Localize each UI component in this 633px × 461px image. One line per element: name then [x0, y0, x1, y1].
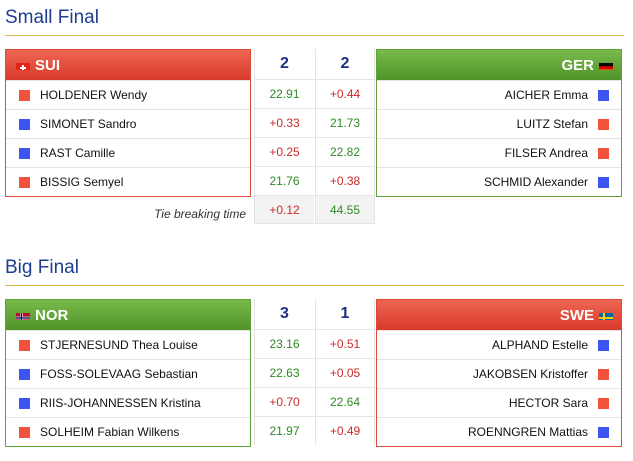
team-box-left: NOR STJERNESUND Thea Louise FOSS-SOLEVAA…: [5, 299, 251, 447]
team-code: SWE: [559, 306, 594, 324]
big-final-section: Big Final NOR STJERNESUND Thea Louise FO…: [0, 257, 633, 457]
player-row[interactable]: JAKOBSEN Kristoffer: [377, 359, 621, 388]
blue-course-marker-icon: [598, 339, 609, 351]
time-cell: 21.97: [254, 416, 314, 445]
red-course-marker-icon: [19, 176, 30, 188]
player-name: JAKOBSEN Kristoffer: [472, 367, 588, 381]
section-divider: [5, 35, 624, 36]
time-cell: +0.38: [315, 166, 375, 195]
player-row[interactable]: RIIS-JOHANNESSEN Kristina: [6, 388, 250, 417]
team-score-right: 1: [315, 299, 375, 329]
player-name: FILSER Andrea: [504, 146, 588, 160]
player-row[interactable]: HECTOR Sara: [377, 388, 621, 417]
red-course-marker-icon: [19, 339, 30, 351]
germany-flag-icon: [599, 60, 613, 70]
player-name: STJERNESUND Thea Louise: [40, 338, 198, 352]
player-name: LUITZ Stefan: [516, 117, 588, 131]
time-cell: +0.51: [315, 329, 375, 358]
player-row[interactable]: ALPHAND Estelle: [377, 330, 621, 359]
time-cell: +0.44: [315, 79, 375, 108]
player-name: BISSIG Semyel: [40, 175, 124, 189]
red-course-marker-icon: [598, 147, 609, 159]
player-row[interactable]: BISSIG Semyel: [6, 167, 250, 196]
team-box-right: SWE ALPHAND Estelle JAKOBSEN Kristoffer …: [376, 299, 622, 447]
score-column-right: 2 +0.44 21.73 22.82 +0.38 44.55: [315, 49, 375, 224]
score-column-left: 3 23.16 22.63 +0.70 21.97: [254, 299, 314, 445]
small-final-section: Small Final SUI HOLDENER Wendy SIMONET S…: [0, 7, 633, 229]
player-name: HECTOR Sara: [508, 396, 588, 410]
norway-flag-icon: [16, 310, 30, 320]
tie-break-label: Tie breaking time: [154, 206, 246, 221]
tie-break-time-left: +0.12: [254, 195, 314, 224]
player-name: RAST Camille: [40, 146, 116, 160]
score-column-left: 2 22.91 +0.33 +0.25 21.76 +0.12: [254, 49, 314, 224]
blue-course-marker-icon: [598, 176, 609, 188]
player-row[interactable]: HOLDENER Wendy: [6, 80, 250, 109]
player-row[interactable]: FOSS-SOLEVAAG Sebastian: [6, 359, 250, 388]
section-title: Small Final: [5, 7, 99, 28]
player-name: SOLHEIM Fabian Wilkens: [40, 425, 180, 439]
red-course-marker-icon: [19, 426, 30, 438]
blue-course-marker-icon: [19, 368, 30, 380]
time-cell: 22.64: [315, 387, 375, 416]
blue-course-marker-icon: [598, 89, 609, 101]
team-score-left: 2: [254, 49, 314, 79]
blue-course-marker-icon: [598, 426, 609, 438]
time-cell: +0.05: [315, 358, 375, 387]
team-score-right: 2: [315, 49, 375, 79]
time-cell: +0.25: [254, 137, 314, 166]
tie-break-time-right: 44.55: [315, 195, 375, 224]
player-name: AICHER Emma: [504, 88, 588, 102]
player-name: ROENNGREN Mattias: [467, 425, 588, 439]
time-cell: +0.49: [315, 416, 375, 445]
team-header-sui[interactable]: SUI: [6, 50, 250, 80]
red-course-marker-icon: [598, 397, 609, 409]
team-code: SUI: [35, 56, 61, 74]
switzerland-flag-icon: [16, 60, 30, 70]
team-code: GER: [561, 56, 594, 74]
team-score-left: 3: [254, 299, 314, 329]
time-cell: 22.82: [315, 137, 375, 166]
player-row[interactable]: SIMONET Sandro: [6, 109, 250, 138]
red-course-marker-icon: [598, 368, 609, 380]
blue-course-marker-icon: [19, 147, 30, 159]
player-row[interactable]: SCHMID Alexander: [377, 167, 621, 196]
team-header-nor[interactable]: NOR: [6, 300, 250, 330]
player-name: SCHMID Alexander: [483, 175, 588, 189]
red-course-marker-icon: [598, 118, 609, 130]
blue-course-marker-icon: [19, 397, 30, 409]
red-course-marker-icon: [19, 89, 30, 101]
team-box-left: SUI HOLDENER Wendy SIMONET Sandro RAST C…: [5, 49, 251, 197]
time-cell: +0.33: [254, 108, 314, 137]
player-row[interactable]: FILSER Andrea: [377, 138, 621, 167]
blue-course-marker-icon: [19, 118, 30, 130]
score-column-right: 1 +0.51 +0.05 22.64 +0.49: [315, 299, 375, 445]
section-title: Big Final: [5, 257, 79, 278]
player-row[interactable]: LUITZ Stefan: [377, 109, 621, 138]
time-cell: 23.16: [254, 329, 314, 358]
team-box-right: GER AICHER Emma LUITZ Stefan FILSER Andr…: [376, 49, 622, 197]
time-cell: +0.70: [254, 387, 314, 416]
player-name: ALPHAND Estelle: [491, 338, 588, 352]
sweden-flag-icon: [599, 310, 613, 320]
time-cell: 21.73: [315, 108, 375, 137]
player-row[interactable]: STJERNESUND Thea Louise: [6, 330, 250, 359]
time-cell: 22.63: [254, 358, 314, 387]
player-name: SIMONET Sandro: [40, 117, 137, 131]
team-header-ger[interactable]: GER: [377, 50, 621, 80]
player-name: RIIS-JOHANNESSEN Kristina: [40, 396, 201, 410]
player-row[interactable]: ROENNGREN Mattias: [377, 417, 621, 446]
player-row[interactable]: RAST Camille: [6, 138, 250, 167]
section-divider: [5, 285, 624, 286]
player-name: FOSS-SOLEVAAG Sebastian: [40, 367, 198, 381]
player-row[interactable]: SOLHEIM Fabian Wilkens: [6, 417, 250, 446]
team-header-swe[interactable]: SWE: [377, 300, 621, 330]
time-cell: 21.76: [254, 166, 314, 195]
player-row[interactable]: AICHER Emma: [377, 80, 621, 109]
team-code: NOR: [35, 306, 69, 324]
time-cell: 22.91: [254, 79, 314, 108]
player-name: HOLDENER Wendy: [40, 88, 148, 102]
